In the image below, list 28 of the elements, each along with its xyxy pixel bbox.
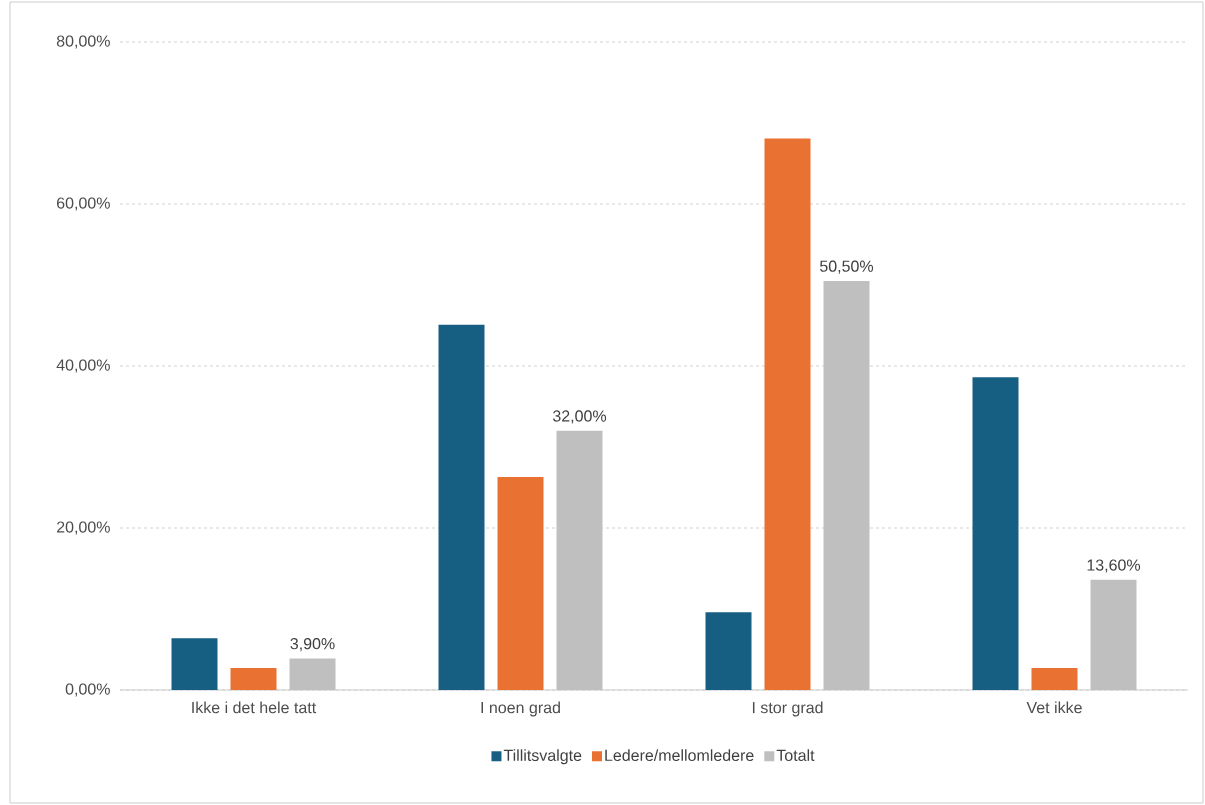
bar <box>438 324 485 690</box>
bar <box>556 430 603 690</box>
legend-label: Totalt <box>776 749 815 762</box>
bar <box>823 280 870 690</box>
data-label: 32,00% <box>552 410 607 424</box>
y-tick-label: 40,00% <box>56 359 110 373</box>
y-tick-label: 0,00% <box>65 683 110 697</box>
bar <box>497 476 544 690</box>
bar <box>705 612 752 690</box>
bar <box>289 658 336 690</box>
data-label: 3,90% <box>290 637 335 652</box>
x-tick-label: I stor grad <box>752 701 823 717</box>
y-tick-label: 20,00% <box>57 521 110 535</box>
bar <box>1090 579 1137 690</box>
y-tick-label: 80,00% <box>56 35 110 49</box>
bar <box>972 377 1019 690</box>
bar <box>171 638 218 690</box>
data-label: 50,50% <box>820 260 874 274</box>
x-tick-label: Ikke i det hele tatt <box>192 701 317 714</box>
bar <box>764 138 811 690</box>
data-label: 13,60% <box>1087 559 1141 573</box>
x-tick-label: I noen grad <box>481 701 560 717</box>
legend-label: Ledere/mellomledere <box>605 749 754 762</box>
y-tick-label: 60,00% <box>57 197 110 211</box>
x-tick-label: Vet ikke <box>1026 701 1082 714</box>
legend-label: Tillitsvalgte <box>503 749 582 765</box>
bar <box>1031 668 1078 690</box>
bar <box>230 668 277 690</box>
